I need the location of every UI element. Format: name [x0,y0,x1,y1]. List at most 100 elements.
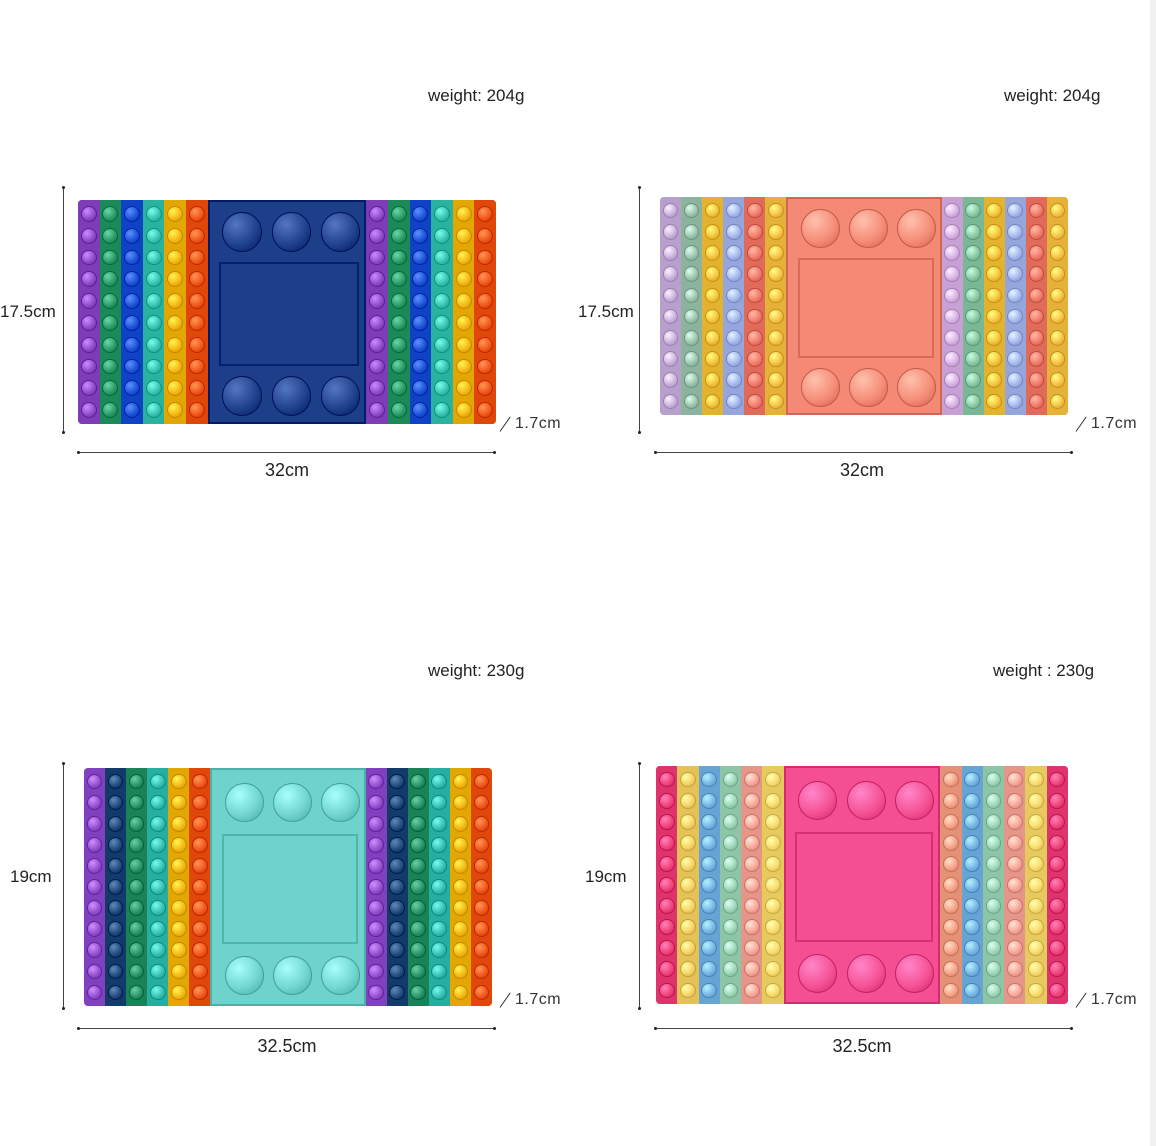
pop-bubble[interactable] [662,266,679,282]
pop-bubble[interactable] [704,224,721,240]
pop-bubble[interactable] [680,877,696,893]
pop-bubble[interactable] [145,293,162,310]
pop-bubble[interactable] [107,773,124,790]
pop-bubble[interactable] [965,330,981,346]
pop-bubble[interactable] [455,358,472,375]
pop-bubble[interactable] [389,794,405,811]
pop-bubble[interactable] [1028,856,1044,872]
pop-bubble[interactable] [895,780,935,820]
pop-bubble[interactable] [390,380,407,397]
pop-bubble[interactable] [725,330,742,346]
pop-bubble[interactable] [477,205,494,222]
pop-bubble[interactable] [123,380,140,397]
pop-bubble[interactable] [704,266,721,282]
pop-bubble[interactable] [107,858,124,874]
pop-bubble[interactable] [658,856,675,872]
pop-bubble[interactable] [86,921,103,937]
pop-bubble[interactable] [1028,308,1045,325]
pop-bubble[interactable] [192,794,208,811]
pop-bubble[interactable] [434,402,450,419]
pop-bubble[interactable] [683,372,700,388]
pop-bubble[interactable] [964,771,981,788]
pop-bubble[interactable] [1049,982,1066,999]
pop-bubble[interactable] [455,293,472,310]
pop-bubble[interactable] [1007,308,1024,325]
pop-bubble[interactable] [985,898,1002,914]
pop-bubble[interactable] [680,771,696,788]
pop-bubble[interactable] [680,813,696,830]
pop-bubble[interactable] [680,982,696,999]
pop-bubble[interactable] [222,212,262,253]
pop-bubble[interactable] [145,271,162,288]
pop-bubble[interactable] [701,982,718,999]
pop-bubble[interactable] [1028,982,1044,999]
pop-bubble[interactable] [123,293,140,310]
pop-bubble[interactable] [986,245,1002,261]
pop-bubble[interactable] [743,834,760,851]
pop-bubble[interactable] [747,393,763,410]
pop-bubble[interactable] [107,942,124,959]
pop-bubble[interactable] [704,330,721,346]
pop-bubble[interactable] [1049,287,1066,304]
pop-bubble[interactable] [368,963,384,980]
pop-bubble[interactable] [1028,393,1045,410]
pop-bubble[interactable] [1006,771,1023,788]
pop-bubble[interactable] [412,402,429,419]
pop-bubble[interactable] [149,942,166,959]
pop-bubble[interactable] [1049,898,1066,914]
pop-bubble[interactable] [1007,393,1024,410]
pop-bubble[interactable] [455,336,472,353]
pop-bubble[interactable] [128,963,145,980]
pop-bubble[interactable] [167,271,184,288]
pop-bubble[interactable] [390,227,407,244]
pop-bubble[interactable] [102,358,119,375]
pop-bubble[interactable] [680,834,696,851]
pop-bubble[interactable] [473,794,490,811]
pop-bubble[interactable] [368,858,384,874]
pop-bubble[interactable] [455,249,472,266]
pop-bubble[interactable] [743,982,760,999]
pop-bubble[interactable] [192,942,208,959]
pop-bubble[interactable] [320,956,360,996]
pop-bubble[interactable] [149,815,166,832]
pop-bubble[interactable] [725,266,742,282]
pop-bubble[interactable] [680,919,696,936]
pop-bubble[interactable] [658,940,675,957]
pop-bubble[interactable] [369,358,386,375]
pop-bubble[interactable] [985,961,1002,978]
pop-bubble[interactable] [452,921,469,937]
pop-bubble[interactable] [944,330,960,346]
pop-bubble[interactable] [943,792,959,809]
pop-bubble[interactable] [410,921,426,937]
pop-bubble[interactable] [412,205,429,222]
pop-bubble[interactable] [188,336,205,353]
pop-bubble[interactable] [944,308,960,325]
pop-bubble[interactable] [683,330,700,346]
pop-bubble[interactable] [965,351,981,367]
pop-bubble[interactable] [944,287,960,304]
pop-bubble[interactable] [895,954,935,994]
pop-bubble[interactable] [1049,351,1066,367]
pop-bubble[interactable] [149,858,166,874]
pop-bubble[interactable] [167,249,184,266]
pop-bubble[interactable] [473,900,490,916]
pop-bubble[interactable] [431,837,448,853]
pop-bubble[interactable] [798,780,838,820]
pop-bubble[interactable] [368,837,384,853]
pop-bubble[interactable] [320,212,361,253]
pop-bubble[interactable] [944,202,960,219]
pop-bubble[interactable] [86,794,103,811]
pop-bubble[interactable] [965,245,981,261]
pop-bubble[interactable] [473,837,490,853]
pop-bubble[interactable] [743,792,760,809]
pop-bubble[interactable] [704,287,721,304]
pop-bubble[interactable] [434,380,450,397]
pop-bubble[interactable] [271,375,312,416]
pop-bubble[interactable] [765,813,781,830]
pop-bubble[interactable] [86,773,103,790]
pop-bubble[interactable] [986,224,1002,240]
pop-bubble[interactable] [145,227,162,244]
pop-bubble[interactable] [747,372,763,388]
pop-bubble[interactable] [389,815,405,832]
pop-bubble[interactable] [390,205,407,222]
